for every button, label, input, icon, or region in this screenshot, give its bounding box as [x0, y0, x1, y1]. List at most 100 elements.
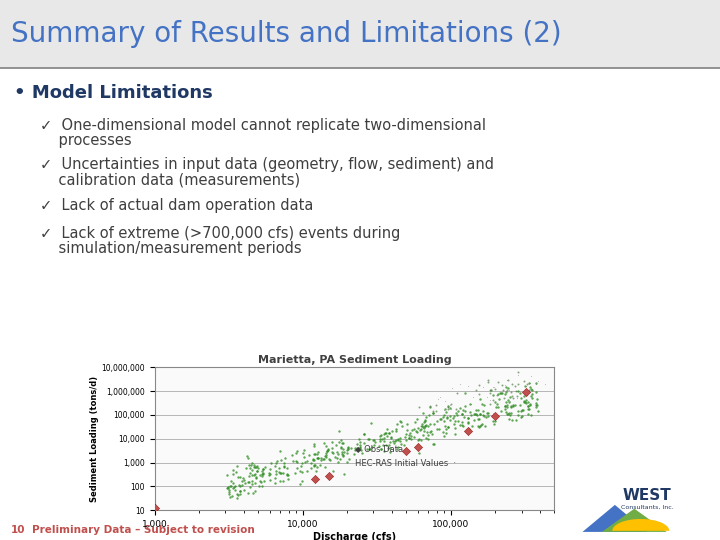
Point: [514, 389, 526, 397]
Point: [401, 436, 413, 444]
Point: [446, 405, 457, 414]
Point: [444, 415, 456, 424]
Point: [390, 427, 401, 436]
Point: [229, 486, 240, 495]
Point: [307, 441, 319, 450]
Point: [278, 463, 289, 471]
Point: [228, 482, 240, 491]
Point: [531, 395, 543, 403]
Point: [320, 451, 331, 460]
Wedge shape: [612, 519, 670, 531]
Point: [500, 397, 512, 406]
Point: [444, 412, 455, 421]
Point: [498, 386, 509, 394]
Point: [251, 467, 263, 475]
Point: [282, 475, 294, 484]
Point: [502, 376, 513, 384]
Point: [246, 477, 258, 485]
Point: [377, 441, 389, 449]
Point: [518, 392, 530, 401]
Point: [333, 427, 344, 436]
Point: [243, 460, 254, 469]
Point: [462, 417, 474, 426]
Point: [336, 443, 347, 451]
Point: [241, 451, 253, 460]
Point: [277, 477, 289, 486]
Text: simulation/measurement periods: simulation/measurement periods: [40, 241, 301, 256]
Point: [228, 470, 239, 478]
Point: [231, 462, 243, 470]
Point: [516, 394, 527, 403]
Point: [355, 437, 366, 446]
Point: [467, 393, 479, 402]
Point: [343, 455, 355, 464]
Point: [226, 492, 238, 501]
Point: [273, 468, 284, 476]
Point: [366, 442, 378, 451]
Point: [500, 382, 512, 391]
Point: [480, 413, 492, 421]
Point: [476, 400, 487, 408]
Point: [496, 389, 508, 397]
Point: [474, 389, 485, 398]
Point: [435, 415, 446, 424]
Point: [441, 414, 452, 423]
Point: [419, 422, 431, 430]
Point: [530, 388, 541, 396]
Point: [308, 450, 320, 458]
Point: [410, 427, 422, 435]
Point: [470, 386, 482, 395]
Point: [489, 383, 500, 391]
Point: [465, 410, 477, 419]
Point: [271, 467, 282, 476]
Point: [395, 417, 406, 426]
Point: [390, 436, 402, 444]
Point: [311, 449, 323, 458]
Point: [282, 471, 294, 480]
Point: [331, 454, 343, 462]
Point: [531, 400, 543, 409]
Point: [525, 382, 536, 391]
Point: [474, 381, 485, 390]
Point: [462, 381, 474, 390]
Point: [512, 380, 523, 389]
Point: [243, 454, 254, 463]
Point: [530, 379, 541, 388]
Point: [338, 451, 349, 460]
Point: [227, 478, 238, 487]
Point: [405, 432, 417, 441]
Point: [413, 435, 425, 443]
Point: [310, 467, 321, 475]
Point: [524, 400, 536, 408]
Point: [234, 487, 246, 496]
Point: [523, 410, 534, 419]
Point: [298, 446, 310, 454]
Point: [474, 421, 485, 430]
Point: [233, 490, 244, 499]
Point: [490, 411, 501, 420]
Point: [336, 438, 348, 447]
Point: [374, 431, 386, 440]
Point: [443, 402, 454, 411]
Point: [412, 436, 423, 444]
Point: [459, 388, 471, 397]
Point: [223, 489, 235, 498]
Point: [480, 422, 491, 431]
Point: [452, 417, 464, 426]
Point: [386, 433, 397, 441]
Point: [265, 458, 276, 467]
Point: [359, 429, 370, 438]
Point: [253, 482, 265, 491]
Point: [401, 426, 413, 434]
Point: [512, 368, 523, 376]
Point: [234, 473, 246, 482]
Point: [478, 411, 490, 420]
Point: [494, 388, 505, 397]
Point: [312, 454, 323, 462]
Point: [363, 444, 374, 453]
Point: [249, 469, 261, 478]
Point: [326, 438, 338, 447]
Point: [474, 395, 485, 404]
Point: [256, 471, 268, 480]
Text: WEST: WEST: [623, 488, 672, 503]
